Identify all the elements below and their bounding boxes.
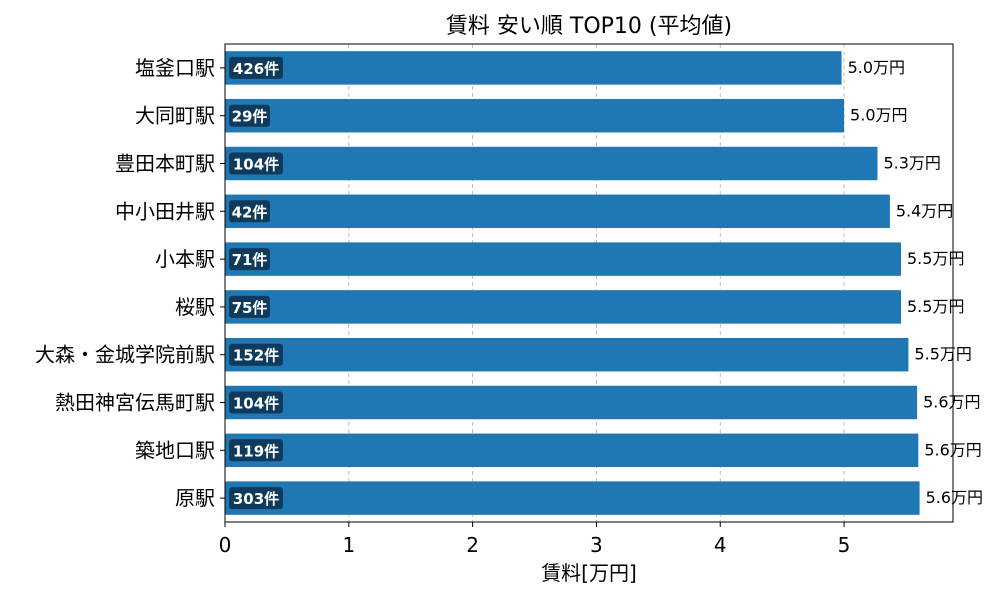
count-label: 71件 [232,251,268,269]
count-label: 104件 [233,395,279,413]
count-label: 75件 [232,299,268,317]
value-label: 5.6万円 [926,488,983,507]
bar [225,337,909,372]
count-badge [229,152,283,175]
count-label: 104件 [233,156,279,174]
count-label: 426件 [233,60,279,78]
count-badge [229,343,283,366]
value-label: 5.0万円 [850,106,907,125]
value-label: 5.0万円 [848,58,905,77]
bar [225,194,890,229]
value-label: 5.5万円 [907,297,964,316]
y-tick-label: 大森・金城学院前駅 [35,343,215,367]
x-tick-label: 4 [714,533,727,557]
x-tick-label: 2 [466,533,479,557]
x-axis-label: 賃料[万円] [541,561,637,585]
count-label: 119件 [233,442,279,460]
y-tick-label: 原駅 [175,486,215,510]
value-label: 5.5万円 [914,345,971,364]
bar [225,385,918,420]
count-label: 303件 [233,490,279,508]
bars: 426件 5.0万円 29件 5.0万円 104件 5.3万円 42件 5.4万円 71件 5.5… [225,51,983,515]
x-tick-label: 3 [590,533,603,557]
bar [225,242,901,276]
count-badge [229,200,270,223]
y-tick-label: 中小田井駅 [115,199,215,223]
value-label: 5.5万円 [907,249,964,268]
y-tick-label: 熱田神宮伝馬町駅 [55,391,215,415]
y-tick-label: 豊田本町駅 [115,152,215,176]
y-tick-label: 大同町駅 [135,104,215,128]
y-tick-label: 小本駅 [155,247,215,271]
y-tick-label: 塩釜口駅 [135,56,215,80]
count-label: 42件 [232,203,268,221]
count-badge [229,487,283,510]
y-tick-label: 桜駅 [175,295,215,319]
bar [225,433,919,468]
value-label: 5.3万円 [883,154,940,173]
count-badge [229,56,283,79]
bar [225,51,842,85]
count-badge [229,104,270,127]
value-label: 5.6万円 [923,393,980,412]
bar [225,146,878,181]
bar [225,290,901,324]
x-tick-label: 5 [838,533,851,557]
count-badge [229,439,283,462]
count-label: 29件 [232,108,268,126]
chart-title: 賃料 安い順 TOP10 (平均値) [446,14,732,39]
count-badge [229,391,283,414]
axes: 0 1 2 3 4 5 塩釜口駅大同町駅豊田本町駅中小田井駅小本駅桜駅大森・金城学院前駅熱田… [35,56,850,557]
value-label: 5.4万円 [896,201,953,220]
x-tick-label: 1 [342,533,355,557]
x-tick-label: 0 [219,533,232,557]
y-tick-label: 築地口駅 [135,438,215,462]
bar [225,98,845,133]
plot-frame [224,43,954,523]
count-badge [229,295,270,318]
count-badge [229,248,270,271]
bar [225,481,920,515]
count-label: 152件 [233,347,279,365]
